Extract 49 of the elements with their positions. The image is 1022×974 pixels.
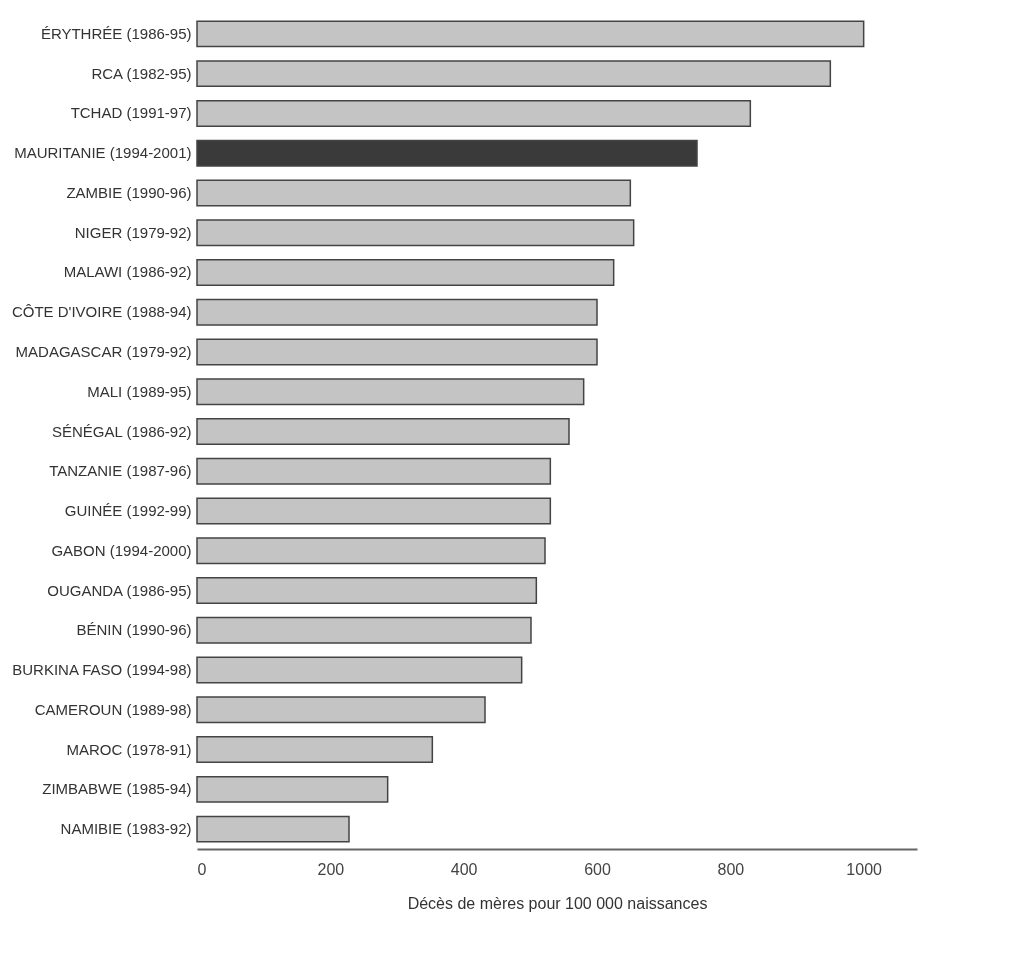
y-tick-label: NAMIBIE (1983-92): [60, 820, 192, 838]
y-tick-label: RCA (1982-95): [91, 64, 192, 82]
bar: [196, 736, 434, 764]
y-tick-label: CÔTE D'IVOIRE (1988-94): [11, 303, 192, 321]
y-tick-label: BÉNIN (1990-96): [76, 621, 192, 639]
y-tick-label: MALI (1989-95): [87, 382, 192, 400]
x-tick-label: 0: [197, 860, 207, 878]
bar: [196, 99, 752, 127]
y-tick-label: NIGER (1979-92): [74, 223, 192, 241]
y-tick-label: ZAMBIE (1990-96): [66, 183, 192, 201]
bar: [196, 139, 698, 167]
bar: [196, 497, 552, 525]
bar: [196, 258, 615, 286]
bar: [196, 656, 523, 684]
y-tick-label: OUGANDA (1986-95): [47, 581, 192, 599]
bar: [196, 60, 832, 88]
bar: [196, 775, 389, 803]
y-tick-label: MALAWI (1986-92): [63, 263, 192, 281]
bar: [196, 696, 486, 724]
bar: [196, 418, 570, 445]
x-axis-title: Décès de mères pour 100 000 naissances: [407, 894, 708, 912]
x-tick-label: 600: [584, 860, 611, 878]
bar: [196, 616, 532, 644]
x-tick-label: 800: [717, 860, 745, 878]
bar: [196, 20, 865, 48]
bar: [196, 338, 598, 366]
bar: [196, 179, 632, 207]
y-tick-label: CAMEROUN (1989-98): [34, 700, 192, 718]
bar: [196, 577, 538, 605]
y-tick-label: TCHAD (1991-97): [70, 104, 192, 122]
y-tick-label: MAROC (1978-91): [66, 740, 192, 758]
y-tick-label: MAURITANIE (1994-2001): [14, 144, 192, 162]
y-tick-label: SÉNÉGAL (1986-92): [51, 422, 192, 440]
bar: [196, 378, 585, 406]
y-tick-label: MADAGASCAR (1979-92): [15, 342, 192, 360]
bar: [196, 457, 552, 485]
bar: [196, 219, 635, 247]
y-tick-label: TANZANIE (1987-96): [49, 462, 192, 480]
y-tick-label: ZIMBABWE (1985-94): [42, 780, 192, 798]
bar: [196, 815, 350, 843]
y-tick-label: BURKINA FASO (1994-98): [12, 661, 192, 679]
x-tick-label: 1000: [846, 860, 883, 878]
bar: [196, 537, 546, 565]
x-tick-label: 200: [317, 860, 345, 878]
y-tick-label: GUINÉE (1992-99): [64, 502, 192, 520]
bar: [196, 298, 598, 326]
y-tick-label: ÉRYTHRÉE (1986-95): [40, 24, 192, 42]
y-tick-label: GABON (1994-2000): [51, 541, 192, 559]
x-tick-label: 400: [450, 860, 478, 878]
